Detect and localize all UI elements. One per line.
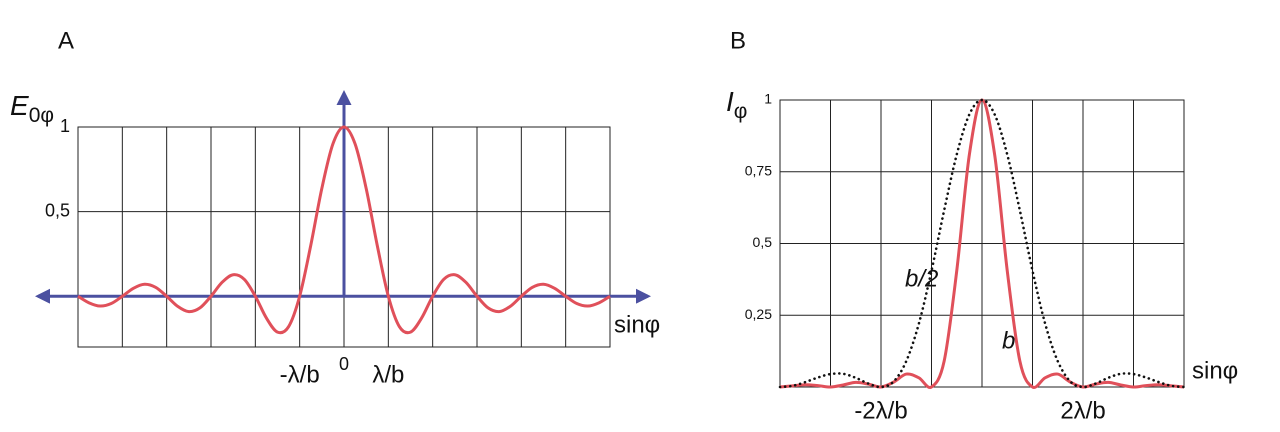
chart-title: B bbox=[730, 27, 746, 54]
y-axis-label-main: I bbox=[726, 86, 734, 117]
x-tick-label: -2λ/b bbox=[854, 397, 907, 424]
y-tick-label: 0,5 bbox=[45, 200, 70, 220]
chart: B Iφ sinφ 0,25 0,5 0,75 1 -2λ/b 2λ/b b b/2 bbox=[726, 27, 1238, 424]
x-axis-label: sinφ bbox=[614, 311, 660, 338]
series-label: b bbox=[1002, 327, 1015, 354]
y-axis-label-sub: φ bbox=[734, 100, 748, 123]
chart-title: A bbox=[58, 27, 74, 54]
y-tick-label: 0,25 bbox=[745, 306, 772, 322]
y-tick-label: 1 bbox=[60, 116, 70, 136]
y-tick-label: 1 bbox=[764, 91, 772, 107]
data-line bbox=[77, 125, 611, 335]
y-axis-label-main: E bbox=[10, 90, 29, 121]
x-tick-label: -λ/b bbox=[280, 361, 320, 388]
x-tick-label: λ/b bbox=[372, 361, 404, 388]
y-tick-label: 0,75 bbox=[745, 162, 772, 178]
chart: A E0φ sinφ 0,5 1 -λ/b 0 λ/b bbox=[10, 27, 660, 388]
x-axis-label: sinφ bbox=[1192, 357, 1238, 384]
y-tick-label: 0,5 bbox=[753, 234, 773, 250]
series-label: b/2 bbox=[905, 265, 938, 292]
x-tick-label: 0 bbox=[339, 354, 349, 374]
y-axis-label: Iφ bbox=[726, 86, 747, 122]
y-axis-label-sub: 0φ bbox=[29, 104, 54, 127]
y-axis-label: E0φ bbox=[10, 90, 54, 126]
x-tick-label: 2λ/b bbox=[1060, 397, 1105, 424]
data-line bbox=[778, 98, 1186, 389]
